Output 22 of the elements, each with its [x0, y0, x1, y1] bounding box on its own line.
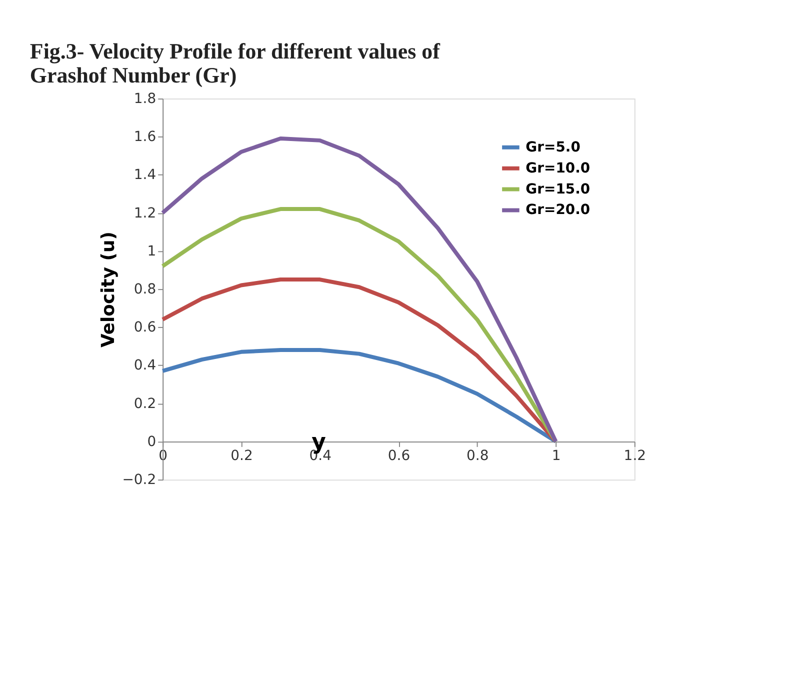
x-tick-label: 0.8	[466, 448, 489, 464]
chart-title: Fig.3- Velocity Profile for different values of Grashof Number (Gr)	[30, 38, 441, 88]
y-tick-label: 1.2	[134, 205, 156, 222]
y-tick-label: 1.6	[134, 129, 156, 146]
y-tick-label: 1.8	[134, 91, 156, 108]
y-axis-title: Velocity (u)	[98, 232, 120, 348]
y-tick-label: 0.4	[134, 358, 156, 374]
legend-label: Gr=10.0	[526, 160, 590, 176]
y-tick-label: −0.2	[122, 472, 156, 488]
y-tick-label: 0.2	[134, 396, 156, 412]
legend-label: Gr=15.0	[526, 181, 590, 198]
y-tick-label: 0	[147, 434, 156, 450]
x-tick-label: 0.6	[388, 448, 410, 464]
y-tick-label: 0.8	[134, 282, 156, 298]
y-tick-label: 1.4	[134, 167, 156, 184]
x-tick-label: 1	[552, 448, 561, 464]
legend-label: Gr=5.0	[526, 139, 581, 156]
x-tick-label: 0.2	[230, 448, 253, 464]
y-tick-label: 1	[147, 243, 156, 260]
legend-label: Gr=20.0	[526, 202, 590, 218]
y-tick-label: 0.6	[134, 320, 156, 336]
x-tick-label: 1.2	[624, 448, 646, 464]
